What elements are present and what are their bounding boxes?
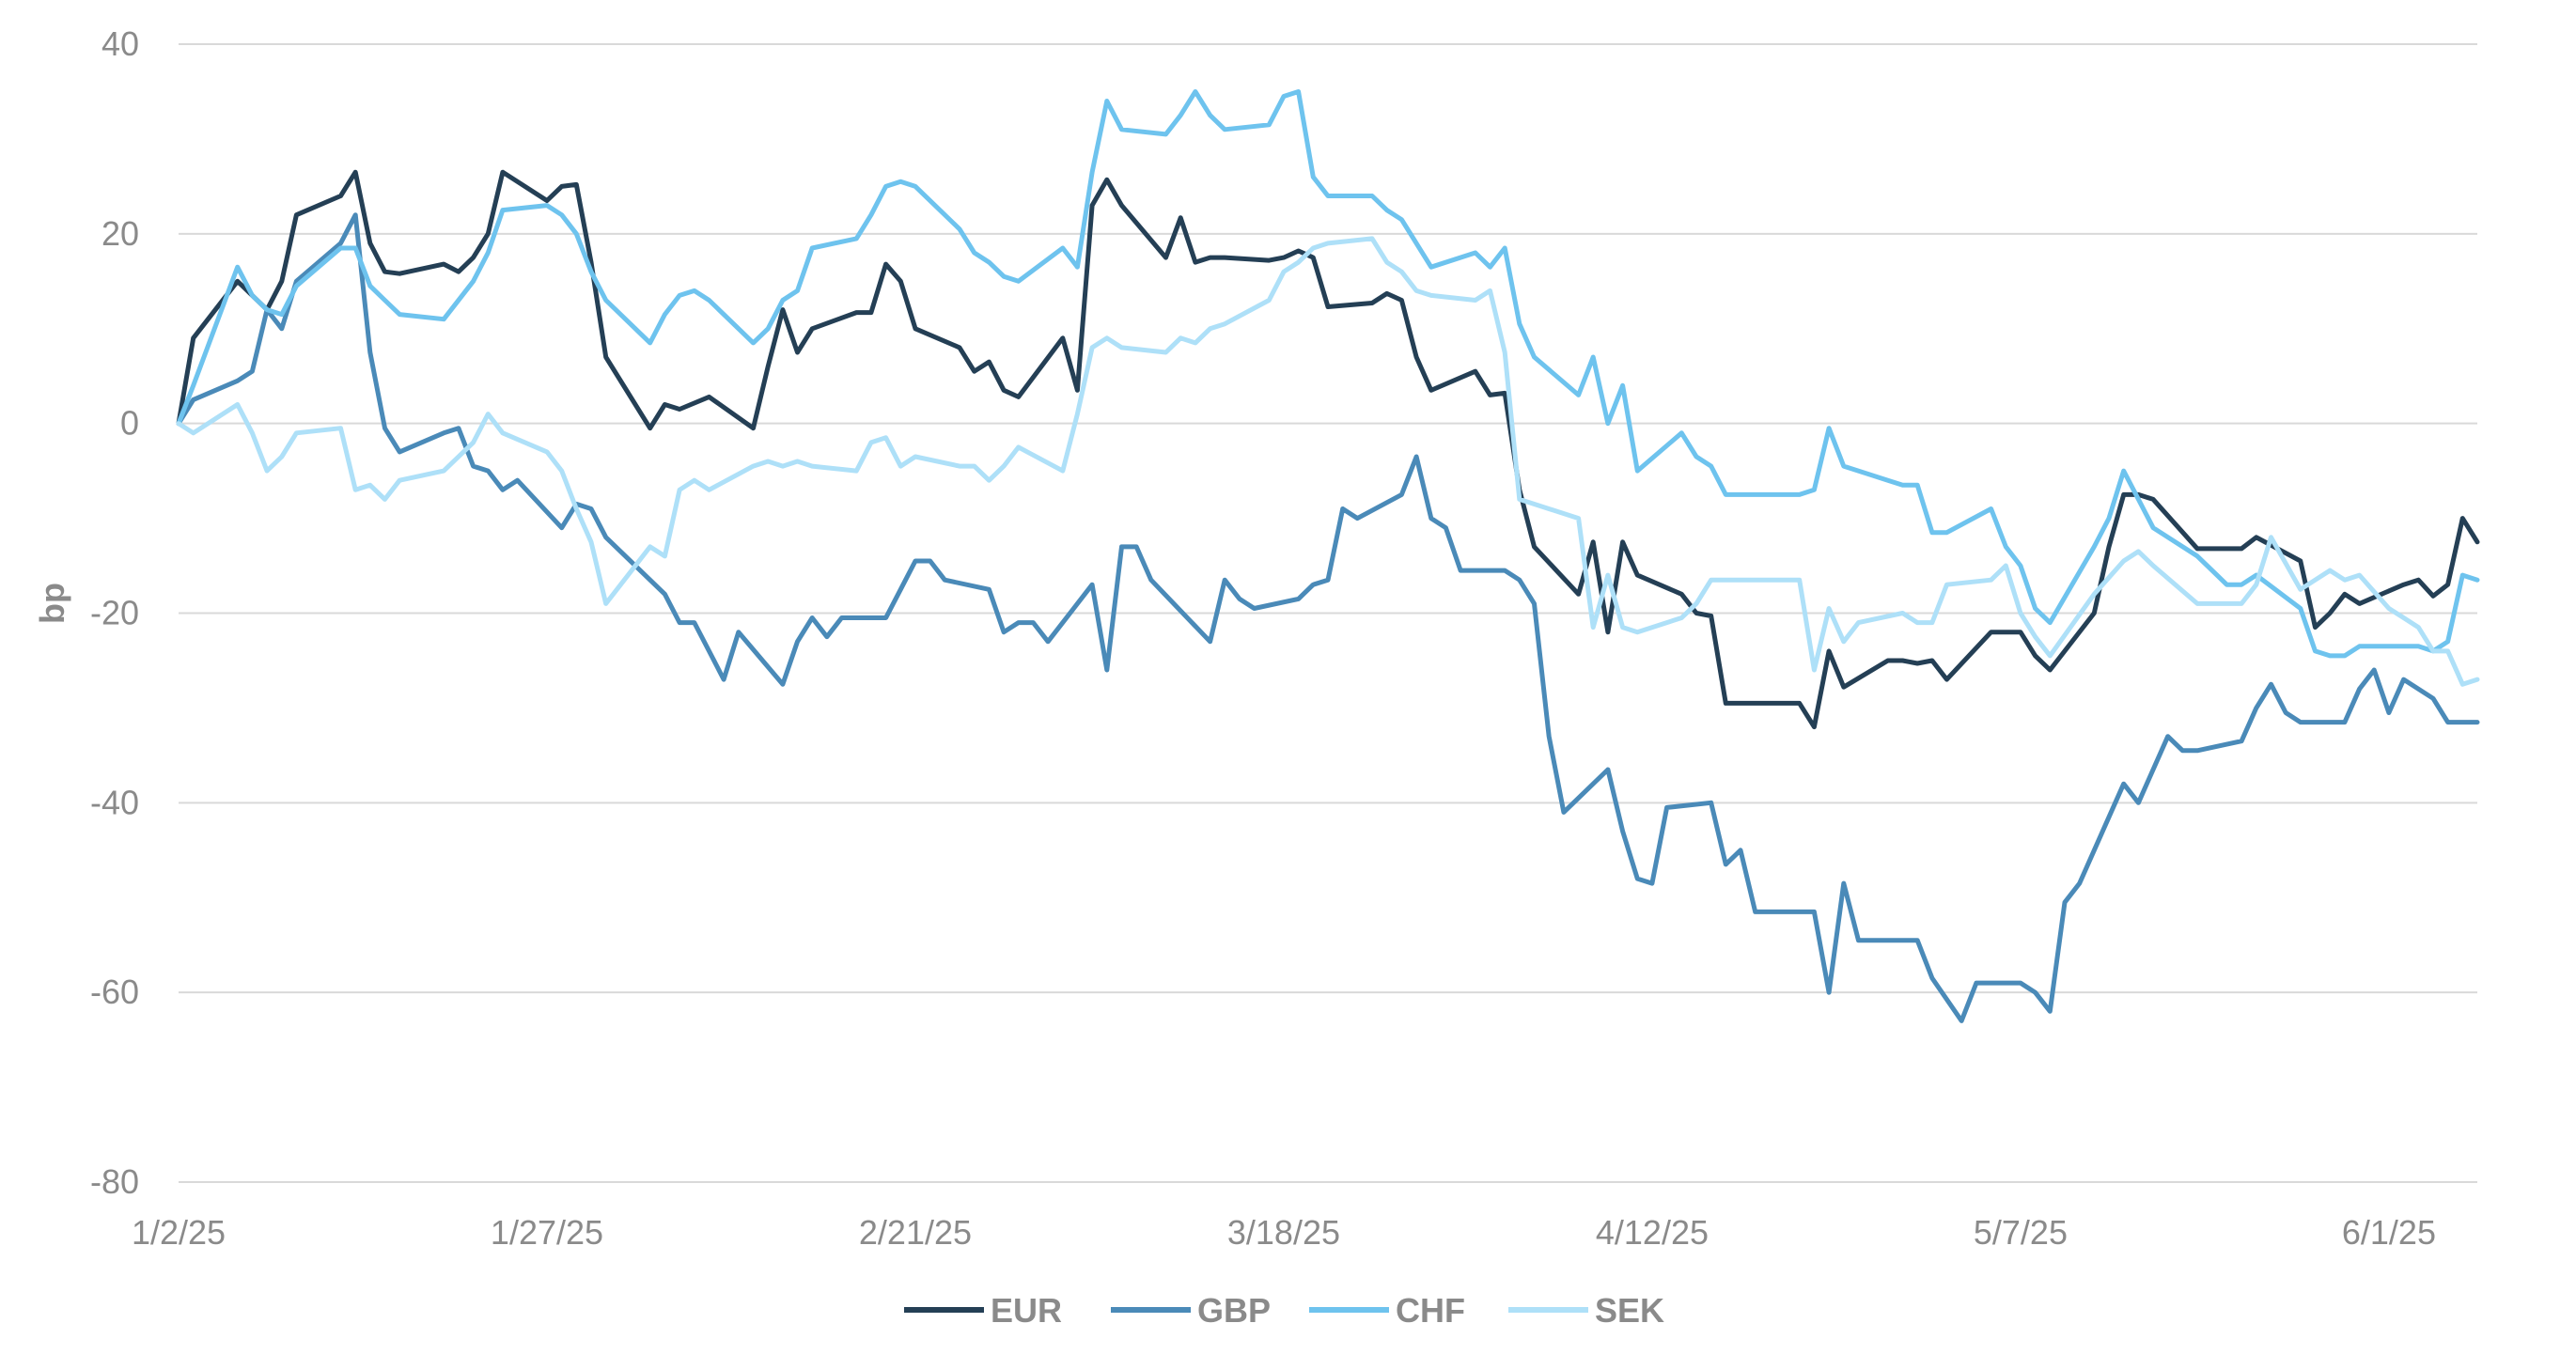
legend-label-eur: EUR bbox=[991, 1291, 1062, 1330]
legend-label-sek: SEK bbox=[1595, 1291, 1664, 1330]
x-tick-label: 1/2/25 bbox=[132, 1213, 226, 1252]
gridlines bbox=[179, 43, 2477, 1183]
legend: EUR GBP CHF SEK bbox=[904, 1291, 1664, 1330]
series-lines bbox=[176, 89, 2480, 1023]
x-axis-ticks: 1/2/25 1/27/25 2/21/25 3/18/25 4/12/25 5/7/25… bbox=[132, 1213, 2436, 1252]
legend-label-chf: CHF bbox=[1396, 1291, 1465, 1330]
series-line-gbp bbox=[176, 212, 2480, 1023]
x-tick-label: 1/27/25 bbox=[491, 1213, 603, 1252]
series-line-eur bbox=[176, 169, 2480, 730]
y-axis-ticks: 40 20 0 -20 -40 -60 -80 bbox=[90, 24, 139, 1201]
y-tick-label: -40 bbox=[90, 783, 139, 821]
y-tick-label: -20 bbox=[90, 594, 139, 632]
x-tick-label: 5/7/25 bbox=[1974, 1213, 2068, 1252]
series-line-chf bbox=[176, 89, 2480, 659]
series-line-sek bbox=[176, 236, 2480, 687]
legend-label-gbp: GBP bbox=[1197, 1291, 1271, 1330]
y-tick-label: 0 bbox=[120, 404, 139, 443]
x-tick-label: 4/12/25 bbox=[1596, 1213, 1709, 1252]
x-tick-label: 6/1/25 bbox=[2342, 1213, 2436, 1252]
y-tick-label: -60 bbox=[90, 973, 139, 1011]
y-axis-title: bp bbox=[33, 583, 71, 624]
y-tick-label: 20 bbox=[101, 214, 139, 253]
y-tick-label: 40 bbox=[101, 24, 139, 63]
y-tick-label: -80 bbox=[90, 1162, 139, 1201]
x-tick-label: 3/18/25 bbox=[1227, 1213, 1340, 1252]
x-tick-label: 2/21/25 bbox=[859, 1213, 972, 1252]
